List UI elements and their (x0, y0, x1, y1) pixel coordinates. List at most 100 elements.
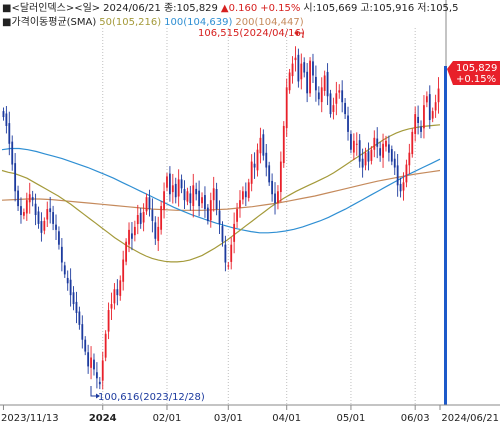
time-axis: 2023/11/13 2024 02/01 03/01 04/01 05/01 06/03 2… (1, 405, 499, 424)
candle-body (60, 246, 63, 263)
low-annotation: 100,616(2023/12/28) (98, 392, 205, 403)
candle-body (104, 333, 107, 358)
candle-body (408, 152, 411, 166)
instrument-title: <달러인덱스><일> (11, 2, 100, 14)
candle-body (180, 179, 183, 189)
candle-body (376, 138, 379, 147)
open-price: 시:105,669 (303, 2, 357, 14)
candle-body (37, 211, 40, 224)
candle-body (209, 200, 212, 221)
candle-body (11, 141, 14, 165)
candle-body (125, 241, 128, 262)
x-tick-label: 05/01 (337, 413, 366, 424)
moving-average-lines (1, 124, 441, 263)
change-value: 0.160 (229, 3, 258, 14)
candle-body (344, 102, 347, 115)
candle-body (186, 191, 189, 202)
candle-body (204, 195, 206, 210)
ma100-legend: 100(104,639) (164, 17, 232, 28)
candle-body (335, 93, 338, 104)
candle-body (142, 212, 145, 223)
candle-body (259, 137, 262, 154)
candle-body (431, 111, 434, 119)
candle-body (192, 185, 195, 206)
candle-body (300, 63, 303, 80)
last-price-value: 105,829 (456, 63, 497, 74)
low-annotation-pointer (90, 386, 96, 397)
candle-body (309, 60, 311, 94)
candle-body (110, 304, 113, 309)
candle-body (312, 61, 314, 76)
candle-body (279, 161, 282, 192)
candle-body (174, 183, 177, 198)
ma-title: 가격이동평균(SMA) (11, 15, 96, 28)
candle-body (437, 88, 440, 103)
candle-body (314, 76, 317, 91)
ma-bullet: ■ (2, 17, 11, 28)
last-price-tag: 105,829 +0.15% (447, 61, 500, 85)
candle-body (113, 289, 116, 304)
candle-body (385, 140, 387, 147)
candle-body (428, 94, 431, 121)
candle-body (166, 176, 168, 188)
x-tick-label: 2024 (89, 413, 117, 424)
candle-body (291, 63, 294, 77)
candle-body (55, 224, 57, 230)
candle-body (163, 191, 165, 210)
x-tick-label: 2023/11/13 (1, 413, 59, 424)
candle-body (236, 209, 238, 222)
candle-body (274, 193, 276, 204)
candle-body (72, 292, 75, 305)
candle-body (131, 233, 133, 239)
candle-body (350, 134, 352, 150)
candle-body (69, 279, 72, 296)
candle-body (396, 165, 399, 186)
candle-body (414, 114, 417, 135)
candle-body (382, 143, 384, 158)
candle-body (402, 182, 405, 191)
candle-body (347, 115, 349, 132)
candle-body (198, 190, 201, 207)
candle-body (367, 151, 370, 162)
candle-body (253, 163, 256, 168)
candle-body (58, 231, 60, 245)
candle-body (317, 92, 320, 100)
candle-body (101, 360, 104, 381)
candle-body (361, 158, 364, 168)
candle-body (49, 208, 52, 213)
candle-body (154, 222, 157, 239)
candle-body (417, 116, 420, 123)
candle-body (285, 87, 288, 129)
candle-body (277, 191, 279, 204)
x-tick-label: 2024/06/21 (441, 413, 499, 424)
candle-body (288, 72, 291, 91)
low-price: 저:105,5 (417, 2, 458, 14)
candle-body (95, 372, 98, 379)
candle-body (133, 226, 136, 236)
candle-body (215, 189, 218, 210)
low-pointer-arrow (96, 393, 100, 399)
candle-body (212, 188, 215, 201)
candle-body (390, 149, 393, 162)
candle-body (139, 212, 142, 224)
candle-body (25, 200, 28, 214)
candle-body (63, 265, 66, 275)
candle-body (34, 203, 37, 216)
ma200-line (1, 169, 441, 211)
candle-body (282, 125, 285, 164)
candle-body (387, 144, 390, 153)
candle-body (84, 339, 87, 352)
candle-body (81, 324, 84, 340)
candle-body (434, 102, 437, 111)
x-tick-label: 02/01 (153, 413, 182, 424)
candle-body (8, 123, 11, 144)
candle-body (358, 140, 361, 162)
candle-body (93, 359, 95, 370)
candle-body (224, 244, 227, 263)
candle-body (405, 164, 408, 183)
candle-body (239, 200, 241, 208)
candle-body (14, 163, 17, 192)
candle-body (52, 212, 55, 224)
